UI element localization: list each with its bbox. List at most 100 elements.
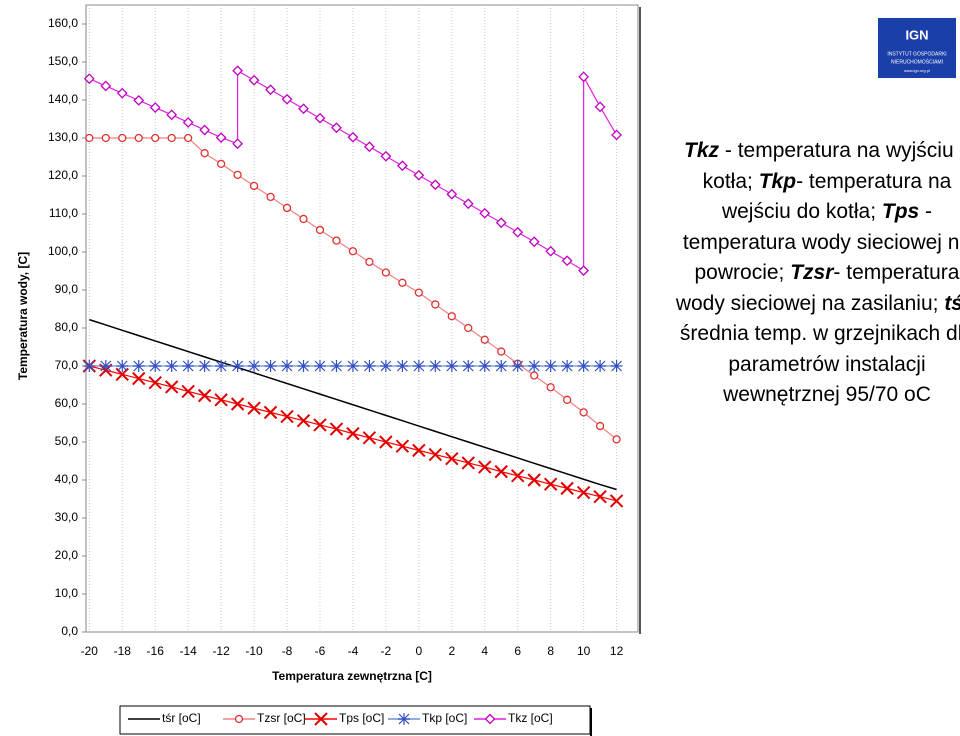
marker-shape — [365, 257, 374, 267]
logo-line: INSTYTUT GOSPODARKI — [887, 51, 946, 57]
data-point — [445, 360, 458, 372]
marker-shape — [544, 360, 557, 372]
data-point — [445, 452, 459, 466]
marker-shape — [266, 192, 275, 202]
data-point — [495, 217, 507, 229]
legend-label: Tkz [oC] — [508, 711, 553, 725]
data-point — [396, 160, 408, 172]
data-point — [230, 397, 245, 411]
y-axis-label: Temperatura wody, [C] — [16, 252, 30, 380]
data-point — [431, 300, 440, 309]
legend-box — [119, 705, 591, 735]
marker-shape — [398, 713, 410, 725]
marker-shape — [543, 477, 558, 491]
data-point — [148, 376, 162, 390]
data-point — [263, 405, 278, 420]
marker-shape — [511, 360, 524, 372]
data-point — [346, 360, 359, 372]
marker-shape — [594, 360, 607, 372]
marker-shape — [216, 159, 226, 168]
data-point — [116, 360, 129, 372]
marker-shape — [561, 255, 573, 267]
plot-area — [85, 4, 639, 633]
marker-shape — [118, 133, 127, 143]
x-tick-label: 0 — [416, 644, 423, 658]
note-term: Tkz — [684, 139, 720, 162]
data-point — [560, 481, 574, 496]
y-tick-label: 150,0 — [48, 54, 78, 68]
marker-shape — [314, 112, 326, 124]
marker-shape — [134, 133, 143, 143]
marker-shape — [446, 188, 458, 200]
marker-shape — [611, 129, 622, 141]
marker-shape — [248, 74, 260, 86]
marker-shape — [165, 360, 178, 372]
marker-shape — [362, 431, 377, 445]
x-tick-label: 8 — [547, 644, 554, 658]
legend-label: tśr [oC] — [162, 711, 201, 725]
data-point — [101, 133, 110, 143]
data-point — [216, 159, 226, 168]
marker-shape — [198, 360, 211, 372]
marker-shape — [484, 713, 496, 725]
marker-shape — [297, 360, 310, 372]
marker-shape — [528, 236, 540, 248]
data-point — [413, 169, 425, 181]
data-point — [577, 360, 590, 372]
data-point — [214, 393, 228, 407]
marker-shape — [462, 360, 475, 372]
data-point — [479, 207, 491, 219]
marker-shape — [464, 323, 473, 333]
data-point — [85, 133, 94, 143]
data-point — [495, 360, 508, 372]
marker-shape — [182, 360, 195, 372]
marker-shape — [232, 65, 244, 77]
marker-shape — [247, 401, 261, 415]
data-point — [233, 170, 242, 180]
marker-shape — [215, 360, 228, 372]
y-tick-label: 130,0 — [48, 130, 78, 144]
data-point — [298, 103, 309, 115]
marker-shape — [527, 473, 541, 487]
y-tick-label: 110,0 — [49, 206, 78, 220]
marker-shape — [164, 380, 179, 394]
legend-marker — [234, 714, 244, 724]
notes: Tkz - temperatura na wyjściu z kotła; Tk… — [672, 136, 960, 411]
data-point — [561, 255, 573, 267]
marker-shape — [83, 73, 95, 85]
data-point — [132, 371, 146, 386]
data-point — [593, 490, 607, 504]
marker-shape — [330, 360, 343, 372]
data-point — [313, 360, 326, 372]
marker-shape — [132, 360, 145, 372]
data-point — [612, 435, 621, 444]
marker-shape — [528, 360, 541, 372]
marker-shape — [116, 360, 129, 372]
legend-label: Tps [oC] — [339, 711, 384, 725]
marker-shape — [577, 360, 590, 372]
data-point — [184, 133, 193, 143]
data-point — [429, 179, 441, 191]
y-tick-label: 50,0 — [55, 434, 79, 448]
marker-shape — [85, 133, 94, 143]
data-point — [314, 112, 326, 124]
marker-shape — [282, 203, 292, 213]
y-tick-label: 40,0 — [55, 472, 79, 486]
data-point — [132, 360, 145, 372]
data-point — [248, 74, 260, 86]
data-point — [149, 102, 161, 114]
data-point — [199, 124, 211, 136]
marker-shape — [233, 170, 242, 180]
note-term: Tkp — [758, 169, 797, 193]
marker-shape — [546, 383, 555, 392]
marker-shape — [398, 278, 407, 287]
data-point — [331, 122, 342, 134]
data-point — [512, 226, 524, 238]
marker-shape — [379, 360, 392, 372]
data-point — [579, 408, 588, 417]
marker-shape — [151, 133, 160, 143]
marker-shape — [265, 84, 276, 96]
x-tick-label: -2 — [381, 644, 392, 658]
y-tick-label: 80,0 — [55, 320, 79, 334]
